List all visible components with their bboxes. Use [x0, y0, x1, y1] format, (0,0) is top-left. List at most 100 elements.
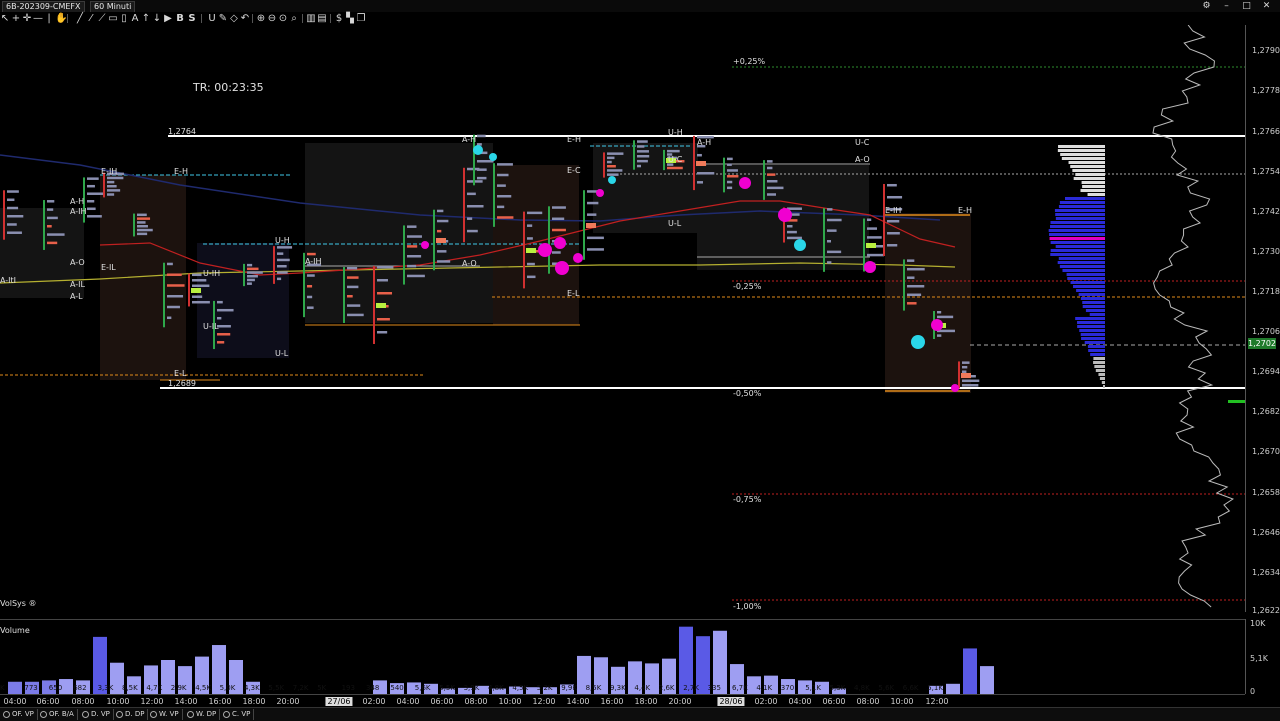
tab-w-dp[interactable]: W. DP	[184, 709, 221, 720]
footprint-cell	[377, 331, 388, 334]
volume-bar	[492, 688, 506, 694]
close-icon[interactable]: ✕	[1262, 1, 1271, 11]
footprint-cell	[377, 291, 393, 295]
volume-bar	[212, 645, 226, 694]
buy-marker-icon[interactable]: B	[176, 13, 184, 24]
undo-icon[interactable]: ↶	[240, 13, 250, 24]
tab-of-vp[interactable]: OF. VP	[0, 709, 38, 720]
trend-icon[interactable]: ⟋	[98, 13, 106, 24]
volume-profile-bar	[1079, 329, 1105, 332]
volume-value-label: 3,3K	[97, 684, 114, 692]
time-tick: 14:00	[174, 697, 198, 706]
footprint-cell	[937, 329, 955, 333]
arrow-right-icon[interactable]: ▶	[164, 13, 172, 24]
footprint-cell	[47, 216, 58, 220]
text-tool-icon[interactable]: A	[131, 13, 139, 24]
volume-panel[interactable]: Volume K 773 650 682 3,3K 8,5K 4,7K 2,9K 4,5K 5,0…	[0, 619, 1245, 695]
erase-icon[interactable]: ◇	[230, 13, 238, 24]
poc-marker	[436, 238, 446, 243]
footprint-cell	[192, 295, 203, 298]
pct-minus-025-label: -0,25%	[733, 282, 762, 291]
volume-bar	[747, 676, 761, 694]
arrow-up-icon[interactable]: ↑	[141, 13, 151, 24]
footprint-cell	[497, 184, 506, 187]
settings-icon[interactable]: ⚙	[1202, 1, 1211, 11]
date-tick: 28/06	[717, 697, 745, 706]
footprint-cell	[827, 261, 832, 264]
ray-icon[interactable]: ⁄	[90, 13, 92, 24]
zoom-reset-icon[interactable]: ⊙	[278, 13, 288, 24]
volume-profile-bar	[1064, 197, 1105, 200]
poc-marker	[586, 223, 596, 228]
price-tick: 1,2706	[1252, 327, 1280, 336]
channel-icon[interactable]: ▯	[121, 13, 127, 24]
crosshair-icon[interactable]: +	[11, 13, 21, 24]
footprint-cell	[527, 224, 533, 227]
trade-bubble	[911, 335, 925, 349]
footprint-cell	[907, 302, 917, 305]
session-tag: E-L	[567, 289, 580, 298]
footprint-cell	[787, 213, 800, 216]
footprint-cell	[787, 230, 797, 234]
pencil-icon[interactable]: ✎	[218, 13, 228, 24]
volume-profile-bar	[1077, 321, 1105, 324]
minimize-icon[interactable]: –	[1224, 1, 1229, 11]
order-icon[interactable]: ▚	[346, 13, 354, 24]
footprint-cell	[477, 151, 488, 155]
bar-chart-icon[interactable]: ▥	[306, 13, 316, 24]
footprint-cell	[307, 285, 313, 288]
cursor-icon[interactable]: ↖	[0, 13, 10, 24]
price-tick: 1,2658	[1252, 488, 1280, 497]
footprint-cell	[217, 308, 234, 312]
volume-value-label: 5K	[317, 684, 327, 692]
footprint-cell	[697, 153, 702, 157]
zoom-out-icon[interactable]: ⊖	[267, 13, 277, 24]
copy-icon[interactable]: ❐	[356, 13, 366, 24]
time-axis[interactable]: 04:00 06:00 08:00 10:00 12:00 14:00 16:00 18:00…	[0, 694, 1245, 708]
hand-icon[interactable]: ✋	[55, 13, 68, 24]
volume-bar	[8, 681, 22, 694]
tab-d-vp[interactable]: D. VP	[79, 709, 114, 720]
volume-profile-bar	[1055, 245, 1105, 248]
session-tag: A-IL	[70, 280, 85, 289]
crosshair-alt-icon[interactable]: ✛	[22, 13, 32, 24]
price-tick: 1,2682	[1252, 407, 1280, 416]
footprint-cell	[467, 192, 476, 196]
volume-profile-bar	[1073, 285, 1105, 288]
volume-value-label: 348	[366, 684, 380, 692]
price-axis[interactable]: 1,2790 1,2778 1,2766 1,2754 1,2742 1,273…	[1245, 25, 1280, 615]
price-chart-canvas[interactable]	[0, 24, 1245, 612]
footprint-cell	[87, 184, 95, 188]
rectangle-icon[interactable]: ▭	[108, 13, 118, 24]
indicator-icon[interactable]: ▤	[317, 13, 327, 24]
tab-w-vp[interactable]: W. VP	[147, 709, 183, 720]
session-tag: A-IH	[305, 257, 322, 266]
footprint-cell	[727, 175, 739, 178]
volume-profile-bar	[1094, 365, 1105, 368]
footprint-cell	[277, 265, 287, 268]
footprint-cell	[607, 160, 612, 164]
tab-of-ba[interactable]: OF. B/A	[37, 709, 78, 720]
dollar-icon[interactable]: $	[335, 13, 343, 24]
maximize-icon[interactable]: □	[1242, 1, 1251, 11]
horizontal-line-icon[interactable]: —	[33, 13, 43, 24]
arrow-down-icon[interactable]: ↓	[152, 13, 162, 24]
search-icon[interactable]: ⌕	[291, 13, 297, 24]
tab-c-vp[interactable]: C. VP	[220, 709, 255, 720]
footprint-cell	[827, 240, 832, 243]
price-chart[interactable]: TR: 00:23:35 VolSys ® 1,2764 1,2689 +0,2…	[0, 24, 1245, 612]
zoom-in-icon[interactable]: ⊕	[256, 13, 266, 24]
footprint-cell	[437, 229, 442, 233]
tab-d-dp[interactable]: D. DP	[113, 709, 149, 720]
footprint-cell	[907, 267, 925, 271]
magnet-icon[interactable]: U	[208, 13, 216, 24]
footprint-cell	[437, 250, 447, 253]
footprint-cell	[527, 211, 543, 215]
volume-profile-bar	[1088, 349, 1105, 352]
volume-bar	[161, 660, 175, 694]
footprint-cell	[347, 276, 359, 279]
line-icon[interactable]: ╱	[76, 13, 84, 24]
sell-marker-icon[interactable]: S	[188, 13, 196, 24]
vertical-line-icon[interactable]: |	[47, 13, 51, 24]
time-tick: 16:00	[208, 697, 232, 706]
